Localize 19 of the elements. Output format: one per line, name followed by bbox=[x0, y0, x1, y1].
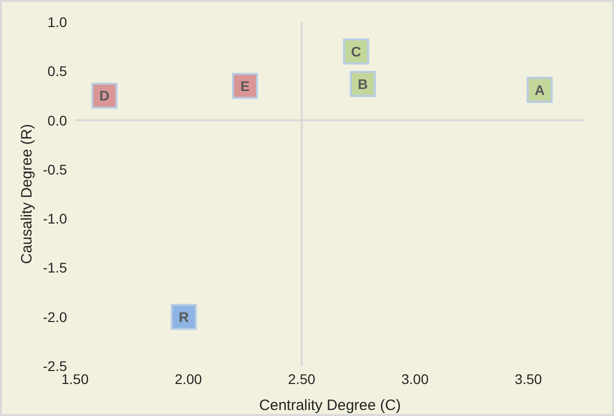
y-tick-label: -2.0 bbox=[42, 308, 68, 325]
series-label: D bbox=[99, 88, 110, 104]
x-tick-label: 2.50 bbox=[288, 370, 316, 387]
y-tick-label: -1.5 bbox=[42, 260, 68, 276]
series-label: B bbox=[358, 76, 368, 92]
series-label: R bbox=[178, 308, 189, 325]
y-tick-label: -1.0 bbox=[42, 210, 68, 227]
x-tick-label: 2.00 bbox=[174, 370, 202, 387]
y-tick-label: 0.5 bbox=[48, 63, 68, 80]
x-tick-label: 3.50 bbox=[514, 370, 542, 387]
y-axis-title: Causality Degree (R) bbox=[18, 124, 36, 264]
y-tick-label: 1.0 bbox=[48, 14, 68, 30]
series-label: A bbox=[534, 82, 545, 98]
y-tick-label: -0.5 bbox=[42, 161, 68, 178]
x-axis-title: Centrality Degree (C) bbox=[259, 397, 401, 414]
y-tick-label: 0.0 bbox=[48, 112, 68, 128]
x-tick-label: 3.00 bbox=[401, 370, 429, 387]
series-label: C bbox=[351, 43, 362, 60]
series-label: E bbox=[240, 78, 250, 94]
